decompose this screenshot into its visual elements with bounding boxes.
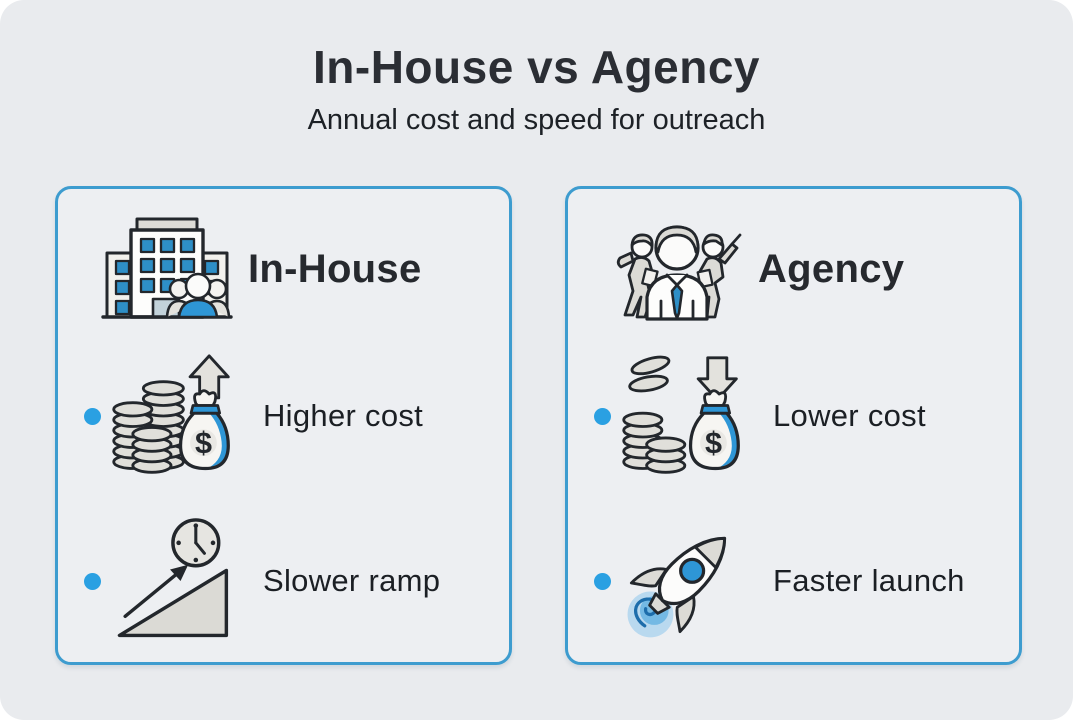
item-label: Faster launch — [773, 563, 965, 598]
card-agency: Agency — [565, 186, 1022, 665]
item-label: Higher cost — [263, 398, 424, 433]
page-title: In-House vs Agency — [313, 41, 760, 93]
list-item-slower-ramp: Slower ramp — [58, 506, 509, 656]
page-subtitle: Annual cost and speed for outreach — [307, 104, 766, 136]
rocket-icon — [617, 508, 745, 654]
list-item-higher-cost: $ Higher cost — [58, 341, 509, 491]
bullet-dot — [594, 407, 611, 425]
card-agency-header: Agency — [610, 213, 999, 325]
bullet-dot — [594, 572, 611, 590]
svg-text:$: $ — [705, 426, 722, 460]
card-title: Agency — [758, 246, 905, 291]
list-item-lower-cost: $ Lower cost — [568, 341, 1019, 491]
list-item-faster-launch: Faster launch — [568, 506, 1019, 656]
ramp-clock-icon — [107, 508, 235, 654]
card-title: In-House — [248, 246, 422, 291]
office-building-with-team-icon — [100, 215, 234, 323]
coins-money-bag-down-arrow-icon: $ — [617, 343, 745, 489]
bullet-dot — [84, 572, 101, 590]
bullet-dot — [84, 407, 101, 425]
card-in-house-header: In-House — [100, 213, 489, 325]
svg-text:$: $ — [195, 426, 212, 460]
card-in-house: In-House — [55, 186, 512, 665]
team-people-icon — [610, 215, 744, 323]
coins-money-bag-up-arrow-icon: $ — [107, 343, 235, 489]
item-label: Lower cost — [773, 398, 926, 433]
item-label: Slower ramp — [263, 563, 441, 598]
